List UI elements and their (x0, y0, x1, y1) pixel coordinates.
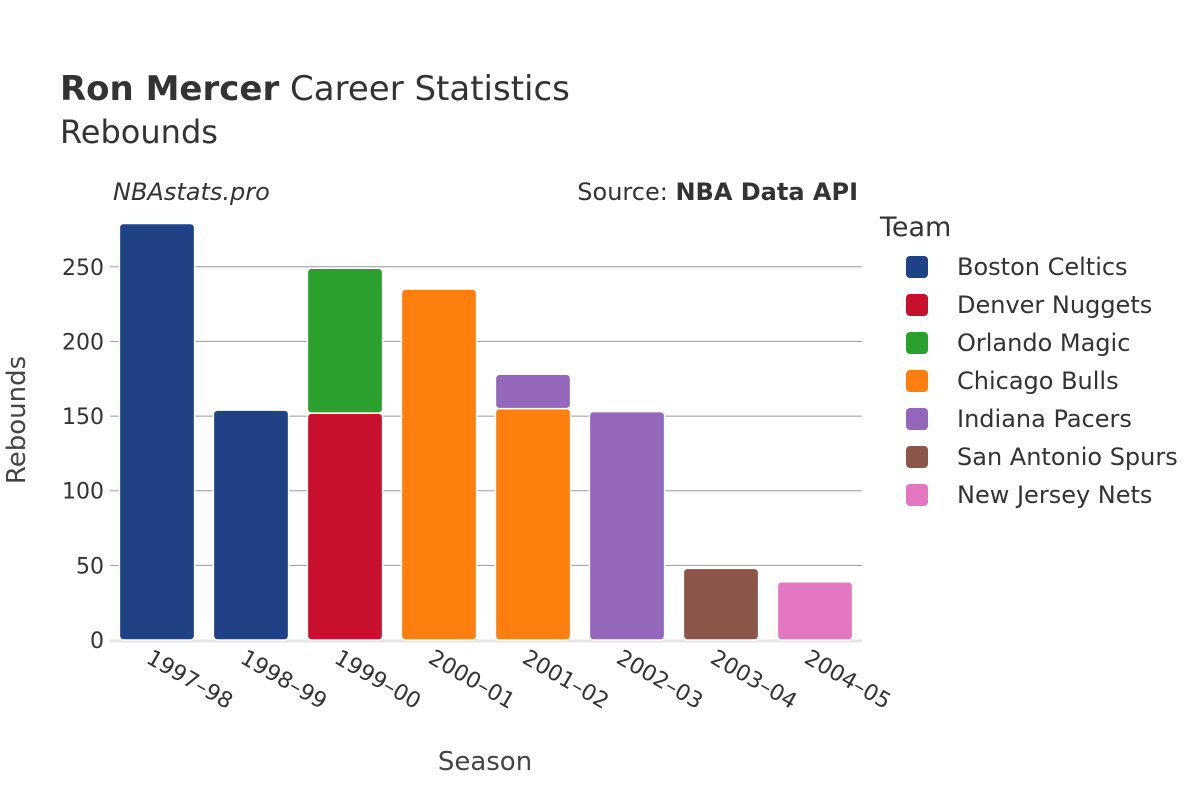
bar-segment (682, 567, 760, 641)
legend-label: Indiana Pacers (957, 405, 1132, 433)
legend-item[interactable]: San Antonio Spurs (906, 443, 1178, 471)
legend-label: San Antonio Spurs (957, 443, 1178, 471)
bars (118, 222, 854, 641)
source-note: Source: NBA Data API (577, 178, 858, 206)
x-tick-label: 2000–01 (424, 646, 519, 715)
bar-segment (306, 412, 384, 641)
legend-swatch (906, 484, 928, 506)
x-tick-label: 1997–98 (142, 646, 237, 715)
y-tick-label: 200 (62, 330, 104, 355)
y-tick-label: 100 (62, 480, 104, 505)
source-name: NBA Data API (675, 178, 858, 206)
x-tick-label: 2004–05 (800, 646, 895, 715)
title-rest: Career Statistics (290, 69, 570, 109)
legend-swatch (906, 294, 928, 316)
legend-item[interactable]: Boston Celtics (906, 253, 1128, 281)
y-axis-ticks: 0 50 100 150 200 250 (62, 256, 104, 654)
bar-segment (212, 409, 290, 641)
bar-segment (494, 407, 572, 641)
legend-swatch (906, 446, 928, 468)
x-tick-label: 2002–03 (612, 646, 707, 715)
x-axis-label: Season (438, 747, 532, 777)
bar-segment (306, 267, 384, 414)
legend-label: Denver Nuggets (957, 291, 1152, 319)
legend-item[interactable]: Denver Nuggets (906, 291, 1152, 319)
source-prefix: Source: (577, 178, 675, 206)
x-tick-label: 2003–04 (706, 646, 801, 715)
x-tick-label: 1998–99 (236, 646, 331, 715)
legend: Team Boston Celtics Denver Nuggets Orlando… (879, 212, 1178, 509)
y-tick-label: 0 (90, 629, 104, 654)
watermark: NBAstats.pro (113, 178, 270, 206)
chart-title: Ron Mercer Career Statistics (60, 69, 570, 109)
x-tick-label: 2001–02 (518, 646, 613, 715)
y-tick-label: 250 (62, 256, 104, 281)
x-axis-ticks: 1997–98 1998–99 1999–00 2000–01 2001–02 2002–… (142, 646, 895, 715)
bar-segment (588, 410, 666, 641)
legend-item[interactable]: Chicago Bulls (906, 367, 1119, 395)
legend-label: Orlando Magic (957, 329, 1130, 357)
legend-label: Boston Celtics (957, 253, 1128, 281)
legend-item[interactable]: Orlando Magic (906, 329, 1130, 357)
legend-item[interactable]: Indiana Pacers (906, 405, 1132, 433)
legend-swatch (906, 256, 928, 278)
legend-swatch (906, 370, 928, 392)
bar-segment (776, 581, 854, 641)
y-tick-label: 50 (76, 554, 104, 579)
legend-swatch (906, 332, 928, 354)
bar-segment (118, 222, 196, 641)
legend-swatch (906, 408, 928, 430)
x-tick-label: 1999–00 (330, 646, 425, 715)
title-player-name: Ron Mercer (60, 69, 279, 109)
bar-segment (494, 373, 572, 410)
legend-title: Team (879, 212, 951, 243)
bar-segment (400, 288, 478, 641)
y-axis-label: Rebounds (2, 356, 32, 484)
legend-item[interactable]: New Jersey Nets (906, 481, 1152, 509)
chart-subtitle: Rebounds (60, 113, 218, 151)
y-tick-label: 150 (62, 405, 104, 430)
legend-label: Chicago Bulls (957, 367, 1119, 395)
legend-label: New Jersey Nets (957, 481, 1152, 509)
